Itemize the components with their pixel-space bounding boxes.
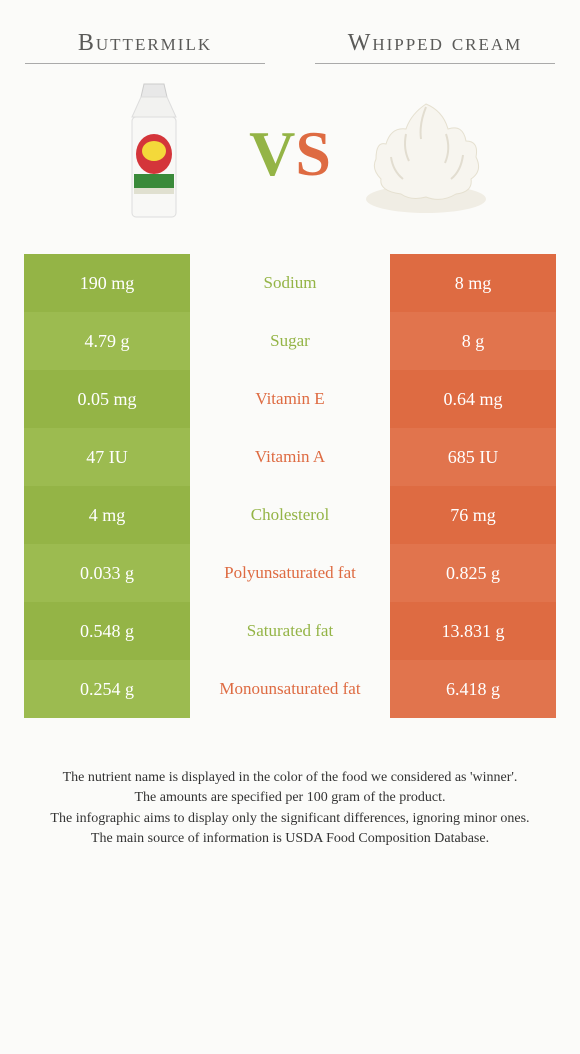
table-row: 4 mgCholesterol76 mg: [24, 486, 556, 544]
table-row: 190 mgSodium8 mg: [24, 254, 556, 312]
right-value: 8 mg: [390, 254, 556, 312]
right-food-title: Whipped cream: [315, 30, 555, 64]
right-value: 76 mg: [390, 486, 556, 544]
footer-line: The main source of information is USDA F…: [30, 829, 550, 849]
left-value: 0.548 g: [24, 602, 190, 660]
vs-label: VS: [249, 117, 331, 191]
nutrient-label: Sodium: [190, 254, 390, 312]
nutrient-label: Vitamin E: [190, 370, 390, 428]
right-value: 6.418 g: [390, 660, 556, 718]
left-value: 190 mg: [24, 254, 190, 312]
nutrient-label: Monounsaturated fat: [190, 660, 390, 718]
table-row: 0.254 gMonounsaturated fat6.418 g: [24, 660, 556, 718]
right-value: 13.831 g: [390, 602, 556, 660]
nutrient-label: Saturated fat: [190, 602, 390, 660]
right-value: 0.64 mg: [390, 370, 556, 428]
left-value: 47 IU: [24, 428, 190, 486]
footer-line: The nutrient name is displayed in the co…: [30, 768, 550, 788]
left-value: 0.254 g: [24, 660, 190, 718]
table-row: 47 IUVitamin A685 IU: [24, 428, 556, 486]
footer-notes: The nutrient name is displayed in the co…: [30, 768, 550, 849]
table-row: 0.05 mgVitamin E0.64 mg: [24, 370, 556, 428]
whipped-cream-image: [351, 79, 501, 229]
nutrient-label: Sugar: [190, 312, 390, 370]
header: Buttermilk Whipped cream: [0, 20, 580, 64]
table-row: 4.79 gSugar8 g: [24, 312, 556, 370]
right-value: 0.825 g: [390, 544, 556, 602]
footer-line: The amounts are specified per 100 gram o…: [30, 788, 550, 808]
right-value: 685 IU: [390, 428, 556, 486]
buttermilk-image: [79, 79, 229, 229]
left-food-title: Buttermilk: [25, 30, 265, 64]
vs-v: V: [249, 118, 295, 189]
table-row: 0.033 gPolyunsaturated fat0.825 g: [24, 544, 556, 602]
vs-s: S: [295, 118, 331, 189]
images-row: VS: [0, 74, 580, 234]
nutrient-label: Polyunsaturated fat: [190, 544, 390, 602]
left-value: 0.05 mg: [24, 370, 190, 428]
right-value: 8 g: [390, 312, 556, 370]
nutrient-label: Cholesterol: [190, 486, 390, 544]
table-row: 0.548 gSaturated fat13.831 g: [24, 602, 556, 660]
nutrient-label: Vitamin A: [190, 428, 390, 486]
nutrition-table: 190 mgSodium8 mg4.79 gSugar8 g0.05 mgVit…: [24, 254, 556, 718]
left-value: 4 mg: [24, 486, 190, 544]
footer-line: The infographic aims to display only the…: [30, 809, 550, 829]
left-value: 4.79 g: [24, 312, 190, 370]
left-value: 0.033 g: [24, 544, 190, 602]
